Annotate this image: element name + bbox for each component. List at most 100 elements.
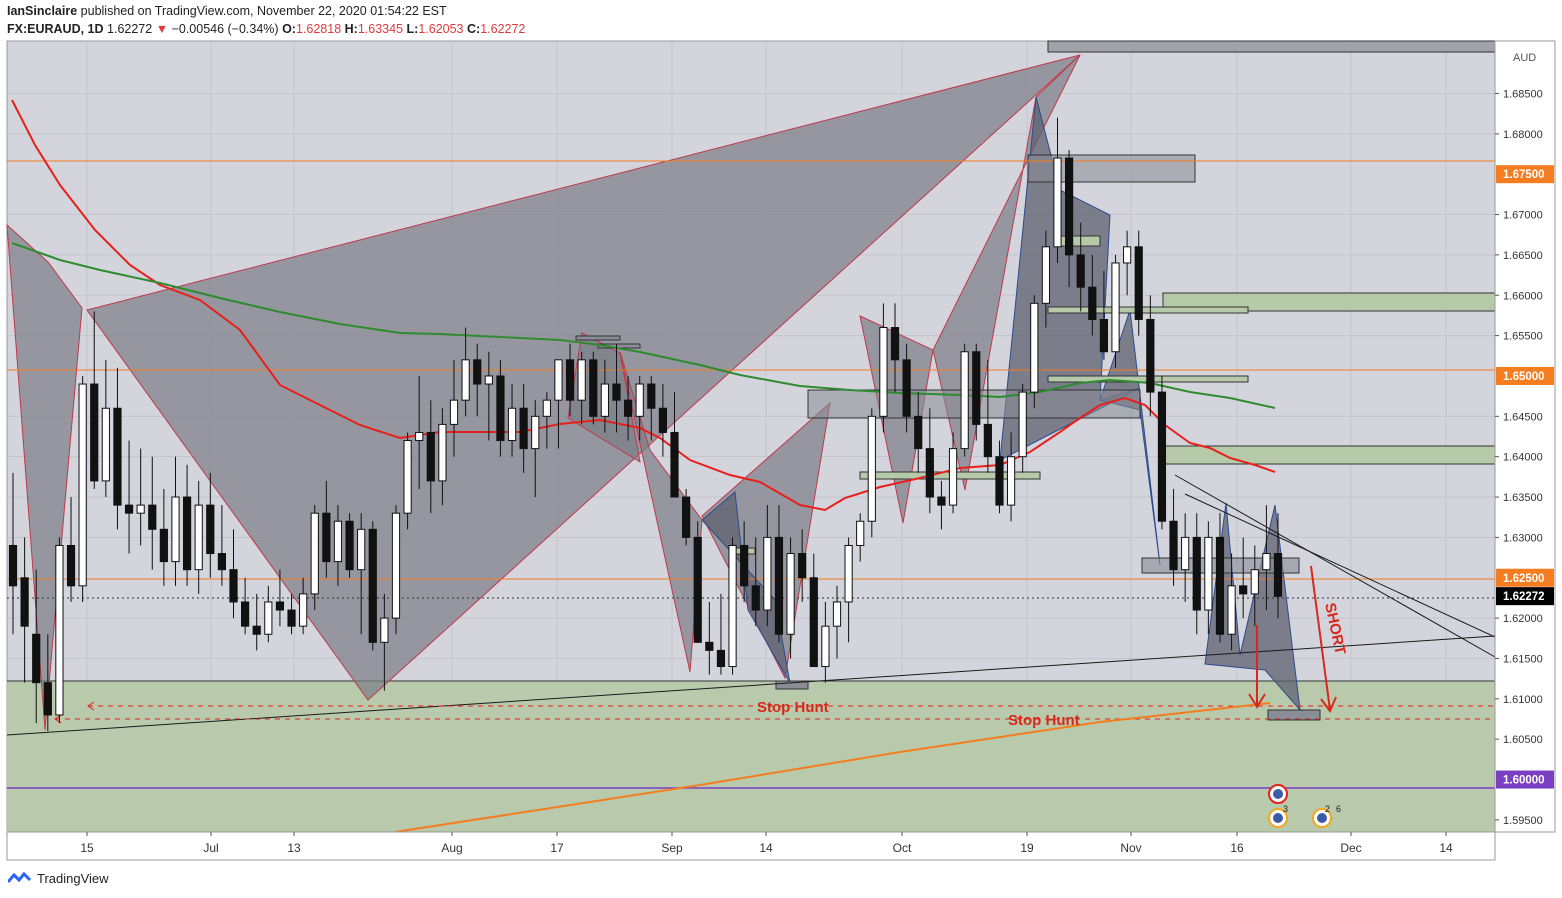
low-value: 1.62053	[418, 22, 464, 36]
candle-body	[856, 520, 865, 546]
brand-text: TradingView	[37, 871, 109, 886]
y-tick-label: 1.63000	[1503, 532, 1543, 544]
candle-body	[322, 512, 331, 563]
x-tick-label: 14	[1439, 841, 1453, 855]
candle-body	[380, 617, 389, 643]
stop-hunt-label-1: Stop Hunt	[757, 699, 829, 716]
y-tick-label: 1.59500	[1503, 815, 1543, 827]
candle-body	[774, 536, 784, 635]
time-axis[interactable]	[6, 831, 1496, 861]
event-badge-icon	[1317, 813, 1327, 823]
candle-body	[484, 375, 493, 385]
candle-body	[159, 528, 168, 563]
candle-body	[658, 407, 668, 433]
open-label: O:	[282, 22, 296, 36]
price-badge-label: 1.67500	[1503, 169, 1545, 181]
candle-body	[937, 496, 946, 506]
candle-body	[1192, 536, 1201, 611]
candle-body	[542, 399, 551, 417]
green-zone-box	[1054, 235, 1101, 247]
projection-arrows	[1248, 565, 1337, 713]
x-tick-label: Nov	[1120, 841, 1141, 855]
candle-body	[1134, 246, 1143, 320]
candle-body	[438, 423, 447, 482]
price-badge-label: 1.62272	[1503, 591, 1545, 603]
candle-body	[1065, 157, 1074, 256]
candle-body	[113, 407, 122, 506]
last-price: 1.62272	[107, 22, 153, 36]
candle-body	[798, 553, 807, 579]
moving-average-line	[394, 702, 1271, 833]
tradingview-logo[interactable]: TradingView	[8, 871, 109, 886]
candle-body	[972, 351, 981, 425]
close-value: 1.62272	[480, 22, 526, 36]
x-tick-label: 17	[550, 841, 564, 855]
y-tick-label: 1.67000	[1503, 210, 1543, 222]
candle-body	[693, 536, 702, 643]
demand-zone	[7, 681, 1495, 832]
price-change: −0.00546 (−0.34%)	[171, 22, 279, 36]
candle-body	[20, 577, 29, 627]
candle-body	[1041, 246, 1050, 304]
candle-body	[217, 553, 226, 571]
price-badge-label: 1.62500	[1503, 573, 1545, 585]
candle-body	[357, 528, 366, 571]
event-badge-icon	[1273, 813, 1283, 823]
candle-body	[914, 415, 923, 450]
candle-body	[124, 504, 134, 514]
candle-body	[902, 359, 911, 417]
author-name[interactable]: IanSinclaire	[7, 4, 78, 18]
candle-body	[171, 496, 180, 563]
candle-body	[670, 431, 679, 498]
candle-body	[565, 359, 575, 401]
stop-hunt-lines	[55, 705, 1495, 720]
candle-body	[1099, 318, 1109, 353]
y-tick-label: 1.68500	[1503, 88, 1543, 100]
candle-body	[1146, 318, 1155, 393]
green-zone-box	[1047, 306, 1249, 314]
down-arrow-icon: ▼	[155, 22, 169, 36]
candle-body	[647, 383, 656, 409]
x-tick-label: 13	[287, 841, 301, 855]
price-axis-labels: 1.67500 1.65000 1.62500 1.62272 1.60000	[1496, 165, 1554, 789]
candle-body	[1006, 456, 1016, 506]
candle-body	[740, 544, 749, 587]
grey-zone-box	[575, 335, 621, 341]
candle-body	[1076, 254, 1085, 288]
event-badge-count: 6	[1336, 804, 1341, 814]
candle-body	[496, 375, 505, 442]
arrowhead	[87, 701, 95, 711]
candle-body	[682, 496, 691, 538]
candle-body	[8, 544, 18, 587]
candle-body	[368, 528, 377, 643]
grey-zone-box	[1047, 40, 1496, 53]
candle-body	[391, 512, 401, 619]
candle-body	[554, 359, 563, 401]
publish-info: IanSinclaire published on TradingView.co…	[7, 4, 447, 18]
candle-body	[507, 407, 517, 442]
candle-body	[148, 504, 157, 530]
y-tick-label: 1.68000	[1503, 129, 1543, 141]
candle-body	[612, 383, 621, 401]
event-badges[interactable]: 3 2 6	[1268, 784, 1341, 828]
price-levels	[7, 160, 1495, 789]
pattern-triangle	[701, 491, 791, 684]
candle-body	[1215, 536, 1225, 635]
low-label: L:	[406, 22, 419, 36]
y-tick-label: 1.62000	[1503, 613, 1543, 625]
stop-hunt-label-2: Stop Hunt	[1008, 712, 1080, 729]
short-arrow-line	[1310, 565, 1331, 711]
candle-body	[194, 504, 203, 571]
candle-body	[333, 520, 343, 563]
price-axis[interactable]	[1494, 40, 1556, 833]
candle-body	[55, 544, 64, 716]
x-tick-label: 16	[1230, 841, 1244, 855]
candle-body	[449, 399, 459, 425]
candle-body	[728, 544, 737, 668]
candle-body	[531, 415, 540, 450]
candle-body	[1111, 262, 1120, 353]
x-tick-label: Dec	[1340, 841, 1361, 855]
candle-body	[960, 351, 969, 450]
candle-body	[786, 553, 795, 635]
